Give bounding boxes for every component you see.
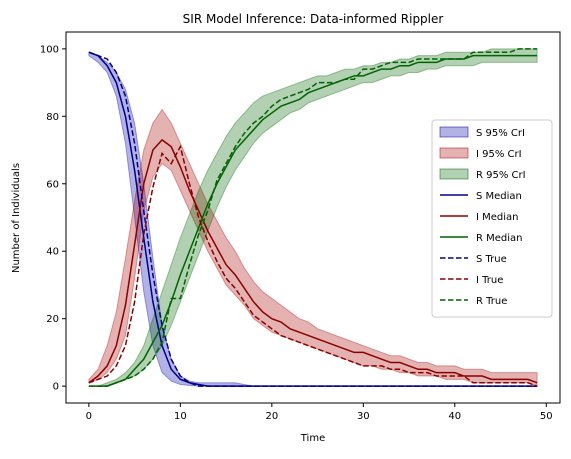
line-r-true <box>88 48 538 387</box>
legend: S 95% CrI I 95% CrI R 95% CrI S Median I Med… <box>431 119 553 318</box>
y-tick-label: 100 <box>40 44 59 55</box>
y-tick-label: 40 <box>46 247 59 258</box>
legend-label-r-true: R True <box>476 296 507 307</box>
y-tick-label: 60 <box>46 179 59 190</box>
legend-label-r-median: R Median <box>476 233 523 244</box>
axes-frame <box>65 31 561 404</box>
line-i-true <box>88 144 538 387</box>
y-tick-label: 80 <box>46 112 59 123</box>
line-r-median <box>88 54 538 387</box>
x-tick-label: 10 <box>174 411 187 422</box>
legend-swatch-s-95-cri <box>439 126 469 138</box>
legend-label-s-median: S Median <box>476 191 522 202</box>
legend-label-i-true: I True <box>476 275 503 286</box>
y-tick-label: 20 <box>46 314 59 325</box>
axis-ticks: 0 10 20 30 40 50 0 20 40 60 80 100 <box>40 44 553 422</box>
legend-label-r-95-cri: R 95% CrI <box>476 170 526 181</box>
y-tick-label: 0 <box>53 382 59 393</box>
legend-label-i-median: I Median <box>476 212 519 223</box>
x-tick-label: 0 <box>86 411 92 422</box>
x-tick-label: 20 <box>265 411 278 422</box>
legend-swatch-i-95-cri <box>439 147 469 159</box>
legend-label-i-95-cri: I 95% CrI <box>476 149 522 160</box>
legend-label-s-95-cri: S 95% CrI <box>476 128 525 139</box>
x-tick-label: 50 <box>540 411 553 422</box>
x-tick-label: 30 <box>357 411 370 422</box>
x-axis-label: Time <box>300 433 325 444</box>
y-axis-label: Number of Individuals <box>11 163 22 273</box>
legend-label-s-true: S True <box>476 254 507 265</box>
x-tick-label: 40 <box>448 411 461 422</box>
legend-swatch-r-95-cri <box>439 168 469 180</box>
plot-area <box>88 48 538 387</box>
chart-title: SIR Model Inference: Data-informed Rippl… <box>183 12 444 26</box>
line-s-true <box>88 51 538 387</box>
